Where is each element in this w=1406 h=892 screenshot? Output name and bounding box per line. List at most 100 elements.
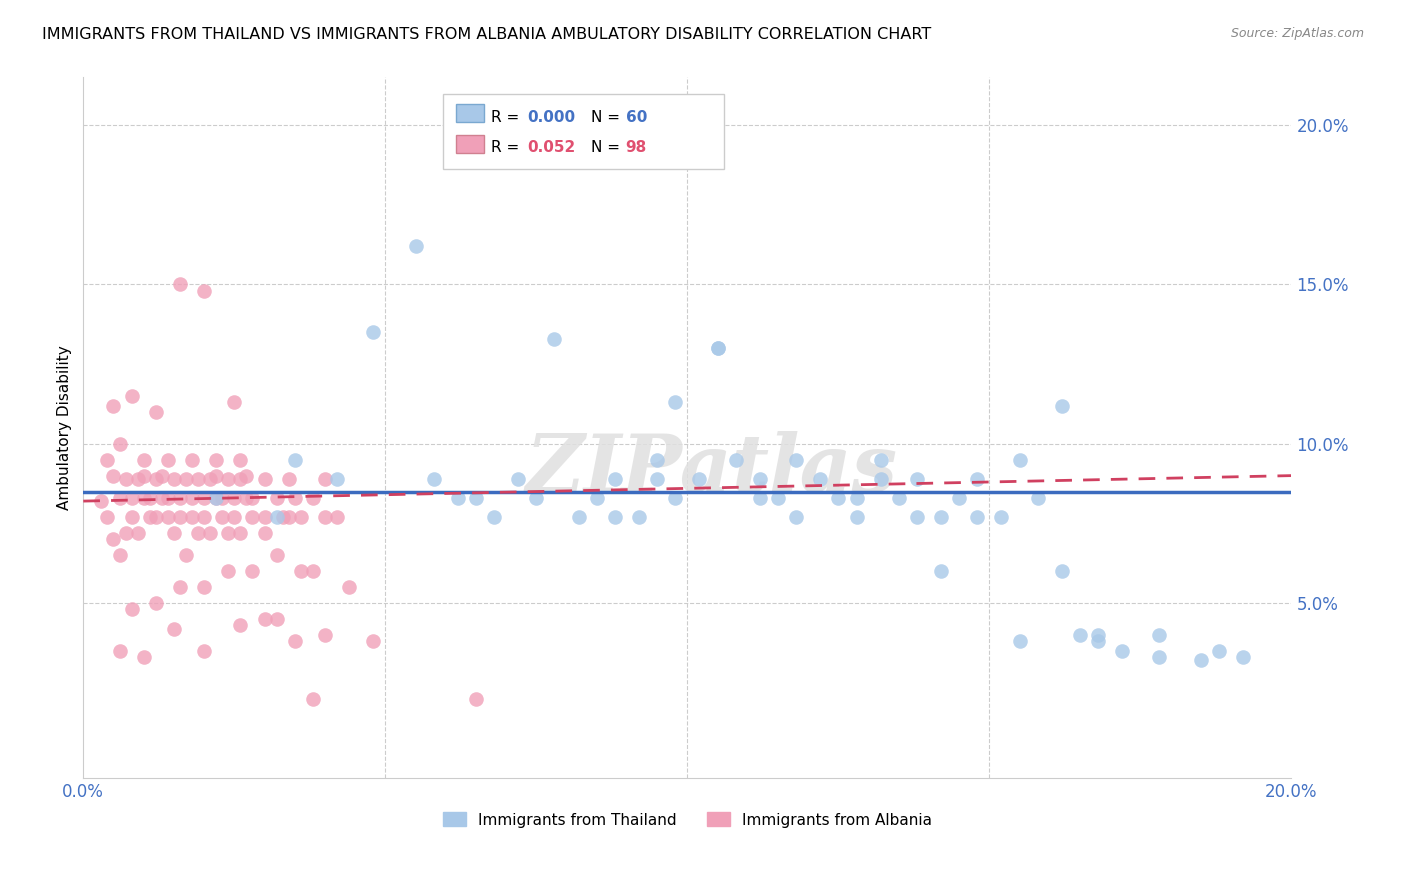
Point bbox=[121, 510, 143, 524]
Text: 60: 60 bbox=[626, 110, 647, 125]
Point bbox=[1050, 399, 1073, 413]
Legend: Immigrants from Thailand, Immigrants from Albania: Immigrants from Thailand, Immigrants fro… bbox=[436, 806, 938, 834]
Point bbox=[465, 491, 488, 505]
Point bbox=[181, 491, 204, 505]
Point bbox=[90, 494, 112, 508]
Point bbox=[145, 405, 167, 419]
Y-axis label: Ambulatory Disability: Ambulatory Disability bbox=[58, 345, 72, 510]
Point bbox=[284, 452, 307, 467]
Text: Source: ZipAtlas.com: Source: ZipAtlas.com bbox=[1230, 27, 1364, 40]
Point bbox=[217, 472, 239, 486]
Point bbox=[948, 491, 970, 505]
Point bbox=[150, 468, 173, 483]
Point bbox=[229, 472, 252, 486]
Point bbox=[706, 341, 728, 355]
Point bbox=[966, 510, 988, 524]
Point bbox=[664, 491, 686, 505]
Point bbox=[603, 472, 626, 486]
Point bbox=[132, 491, 155, 505]
Point bbox=[96, 510, 118, 524]
Point bbox=[187, 472, 209, 486]
Text: R =: R = bbox=[491, 140, 524, 155]
Point bbox=[169, 510, 191, 524]
Point bbox=[314, 510, 336, 524]
Point bbox=[1050, 564, 1073, 578]
Point bbox=[103, 533, 125, 547]
Point bbox=[482, 510, 505, 524]
Point bbox=[887, 491, 910, 505]
Point bbox=[766, 491, 789, 505]
Point bbox=[193, 580, 215, 594]
Point bbox=[127, 472, 149, 486]
Text: IMMIGRANTS FROM THAILAND VS IMMIGRANTS FROM ALBANIA AMBULATORY DISABILITY CORREL: IMMIGRANTS FROM THAILAND VS IMMIGRANTS F… bbox=[42, 27, 931, 42]
Point bbox=[688, 472, 710, 486]
Point bbox=[508, 472, 530, 486]
Point bbox=[290, 510, 312, 524]
Point bbox=[271, 510, 294, 524]
Point bbox=[127, 525, 149, 540]
Point bbox=[337, 580, 360, 594]
Point bbox=[242, 491, 264, 505]
Point bbox=[585, 491, 607, 505]
Point bbox=[284, 491, 307, 505]
Text: 0.000: 0.000 bbox=[527, 110, 575, 125]
Point bbox=[1087, 634, 1109, 648]
Point bbox=[314, 472, 336, 486]
Point bbox=[205, 468, 228, 483]
Point bbox=[447, 491, 470, 505]
Point bbox=[1189, 653, 1212, 667]
Point bbox=[277, 472, 299, 486]
Point bbox=[664, 395, 686, 409]
Point bbox=[174, 548, 197, 562]
Point bbox=[242, 564, 264, 578]
Point bbox=[193, 491, 215, 505]
Point bbox=[1208, 644, 1230, 658]
Point bbox=[1069, 628, 1091, 642]
Point bbox=[253, 612, 276, 626]
Point bbox=[187, 525, 209, 540]
Point bbox=[845, 510, 868, 524]
Text: ZIPatlas: ZIPatlas bbox=[526, 431, 897, 508]
Point bbox=[314, 628, 336, 642]
Point bbox=[1232, 650, 1254, 665]
Point bbox=[361, 326, 384, 340]
Point bbox=[193, 510, 215, 524]
Point bbox=[211, 510, 233, 524]
Point bbox=[139, 491, 162, 505]
Point bbox=[266, 548, 288, 562]
Point bbox=[645, 472, 668, 486]
Point bbox=[1008, 452, 1031, 467]
Point bbox=[156, 510, 179, 524]
Point bbox=[205, 491, 228, 505]
Point bbox=[266, 612, 288, 626]
Point bbox=[277, 510, 299, 524]
Point bbox=[284, 634, 307, 648]
Point bbox=[929, 510, 952, 524]
Point bbox=[302, 564, 325, 578]
Point bbox=[121, 602, 143, 616]
Point bbox=[253, 525, 276, 540]
Text: 98: 98 bbox=[626, 140, 647, 155]
Point bbox=[114, 472, 136, 486]
Point bbox=[524, 491, 547, 505]
Point bbox=[1087, 628, 1109, 642]
Point bbox=[905, 472, 928, 486]
Point bbox=[266, 491, 288, 505]
Point bbox=[229, 618, 252, 632]
Point bbox=[205, 452, 228, 467]
Point bbox=[193, 644, 215, 658]
Point bbox=[361, 634, 384, 648]
Point bbox=[869, 452, 891, 467]
Point bbox=[302, 491, 325, 505]
Point bbox=[253, 510, 276, 524]
Point bbox=[224, 395, 246, 409]
Point bbox=[217, 564, 239, 578]
Point bbox=[114, 525, 136, 540]
Point bbox=[326, 510, 349, 524]
Point bbox=[224, 510, 246, 524]
Point bbox=[150, 491, 173, 505]
Point bbox=[302, 691, 325, 706]
Point bbox=[108, 548, 131, 562]
Text: 0.052: 0.052 bbox=[527, 140, 575, 155]
Point bbox=[290, 564, 312, 578]
